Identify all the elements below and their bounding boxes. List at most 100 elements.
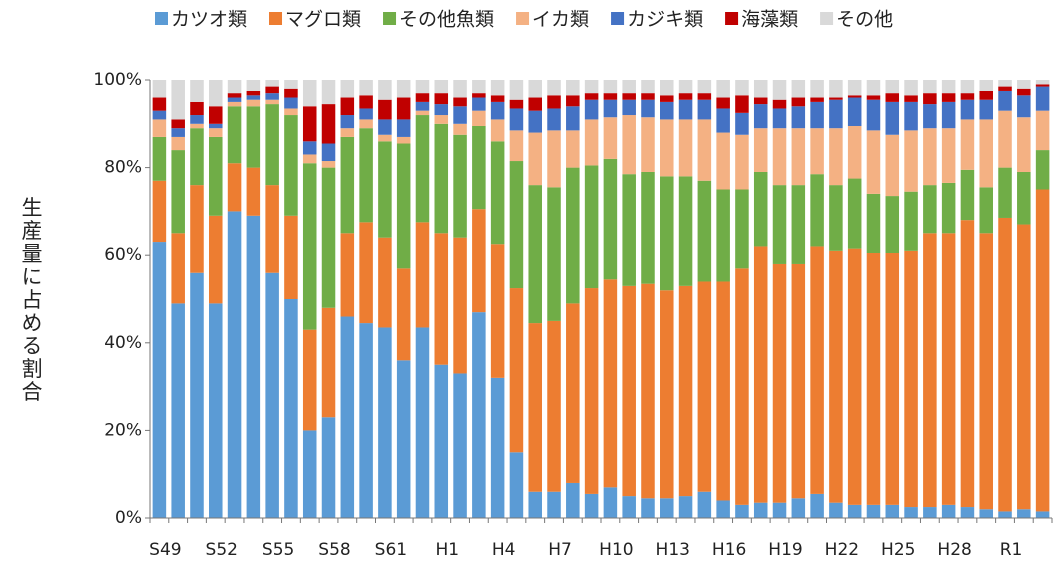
x-tick-label: H13 — [656, 540, 690, 560]
bar-segment — [716, 80, 730, 98]
bar-segment — [866, 95, 881, 100]
bar-segment — [1017, 224, 1031, 510]
bar-segment — [791, 498, 806, 518]
bar-segment — [622, 496, 636, 518]
bar-segment — [209, 80, 223, 107]
bar-segment — [321, 104, 336, 144]
bar-segment — [415, 93, 430, 102]
bar-segment — [321, 143, 336, 162]
bar-segment — [490, 119, 505, 142]
bar-segment — [566, 130, 580, 168]
bar-segment — [415, 222, 430, 328]
bar-segment — [904, 250, 918, 508]
bar-segment — [547, 95, 561, 109]
bar-segment — [904, 80, 918, 96]
bar-segment — [490, 244, 505, 378]
legend-swatch — [516, 12, 530, 25]
bar-segment — [509, 452, 524, 518]
bar-segment — [340, 80, 355, 98]
bar-segment — [697, 80, 712, 94]
bar-segment — [1017, 509, 1031, 518]
bar-segment — [209, 123, 223, 129]
bar-segment — [678, 80, 693, 94]
bar-segment — [923, 233, 937, 508]
bar-segment — [434, 364, 449, 518]
bar-segment — [472, 110, 486, 126]
bar-segment — [998, 80, 1012, 87]
bar-segment — [171, 128, 185, 137]
bar-segment — [453, 134, 467, 238]
bar-segment — [246, 80, 261, 91]
bar-segment — [415, 327, 430, 518]
bar-segment — [979, 99, 993, 120]
bar-segment — [960, 507, 975, 518]
bar-segment — [866, 253, 881, 505]
bar-segment — [547, 108, 561, 131]
bar-segment — [660, 95, 674, 102]
bar-segment — [209, 136, 223, 216]
bar-segment — [660, 101, 674, 120]
bar-segment — [979, 119, 993, 188]
bar-segment — [396, 80, 411, 98]
legend-swatch — [725, 12, 739, 25]
bar-segment — [941, 504, 956, 518]
bar-segment — [396, 97, 411, 120]
bar-segment — [209, 215, 223, 304]
x-tick-label: R1 — [1000, 540, 1023, 560]
bar-segment — [603, 117, 618, 159]
bar-segment — [434, 123, 449, 234]
bar-segment — [584, 288, 599, 494]
legend-label: 海藻類 — [741, 9, 798, 31]
bar-segment — [829, 80, 843, 98]
bar-segment — [378, 99, 392, 120]
bar-segment — [246, 106, 261, 168]
bar-segment — [941, 93, 956, 102]
bar-segment — [641, 99, 655, 118]
bar-segment — [584, 80, 599, 94]
x-tick-label: H1 — [435, 540, 459, 560]
bar-segment — [753, 171, 768, 247]
bar-segment — [641, 171, 655, 284]
bar-segment — [622, 115, 636, 175]
bar-segment — [378, 80, 392, 100]
bar-segment — [302, 154, 317, 164]
bar-segment — [641, 80, 655, 94]
bar-segment — [678, 496, 693, 518]
legend-swatch — [155, 12, 168, 25]
bar-segment — [753, 97, 768, 105]
bar-segment — [434, 104, 449, 116]
y-tick-label: 60% — [104, 245, 142, 265]
bar-segment — [1017, 117, 1031, 172]
bar-segment — [509, 99, 524, 109]
bar-segment — [1017, 95, 1031, 118]
bar-segment — [509, 161, 524, 289]
bar-segment — [528, 132, 542, 186]
bar-segment — [321, 161, 336, 168]
bar-segment — [847, 125, 862, 179]
bar-segment — [716, 132, 730, 190]
bar-segment — [998, 167, 1012, 218]
bar-segment — [584, 165, 599, 289]
bar-segment — [509, 130, 524, 162]
bar-segment — [697, 119, 712, 181]
bar-segment — [415, 80, 430, 94]
bar-segment — [885, 196, 900, 254]
bar-segment — [302, 329, 317, 431]
x-tick-label: S49 — [149, 540, 181, 560]
y-tick-label: 0% — [115, 508, 142, 528]
bar-segment — [1035, 84, 1050, 87]
bar-segment — [603, 158, 618, 280]
bar-segment — [340, 115, 355, 129]
bar-segment — [340, 233, 355, 317]
bar-segment — [885, 253, 900, 505]
bar-segment — [284, 115, 298, 216]
bar-segment — [434, 93, 449, 105]
x-tick-label: H28 — [937, 540, 971, 560]
bar-segment — [284, 108, 298, 116]
bar-segment — [490, 377, 505, 518]
bar-segment — [791, 106, 806, 129]
bar-segment — [190, 123, 204, 129]
bar-segment — [753, 246, 768, 503]
bar-segment — [152, 80, 167, 98]
bar-segment — [321, 167, 336, 308]
